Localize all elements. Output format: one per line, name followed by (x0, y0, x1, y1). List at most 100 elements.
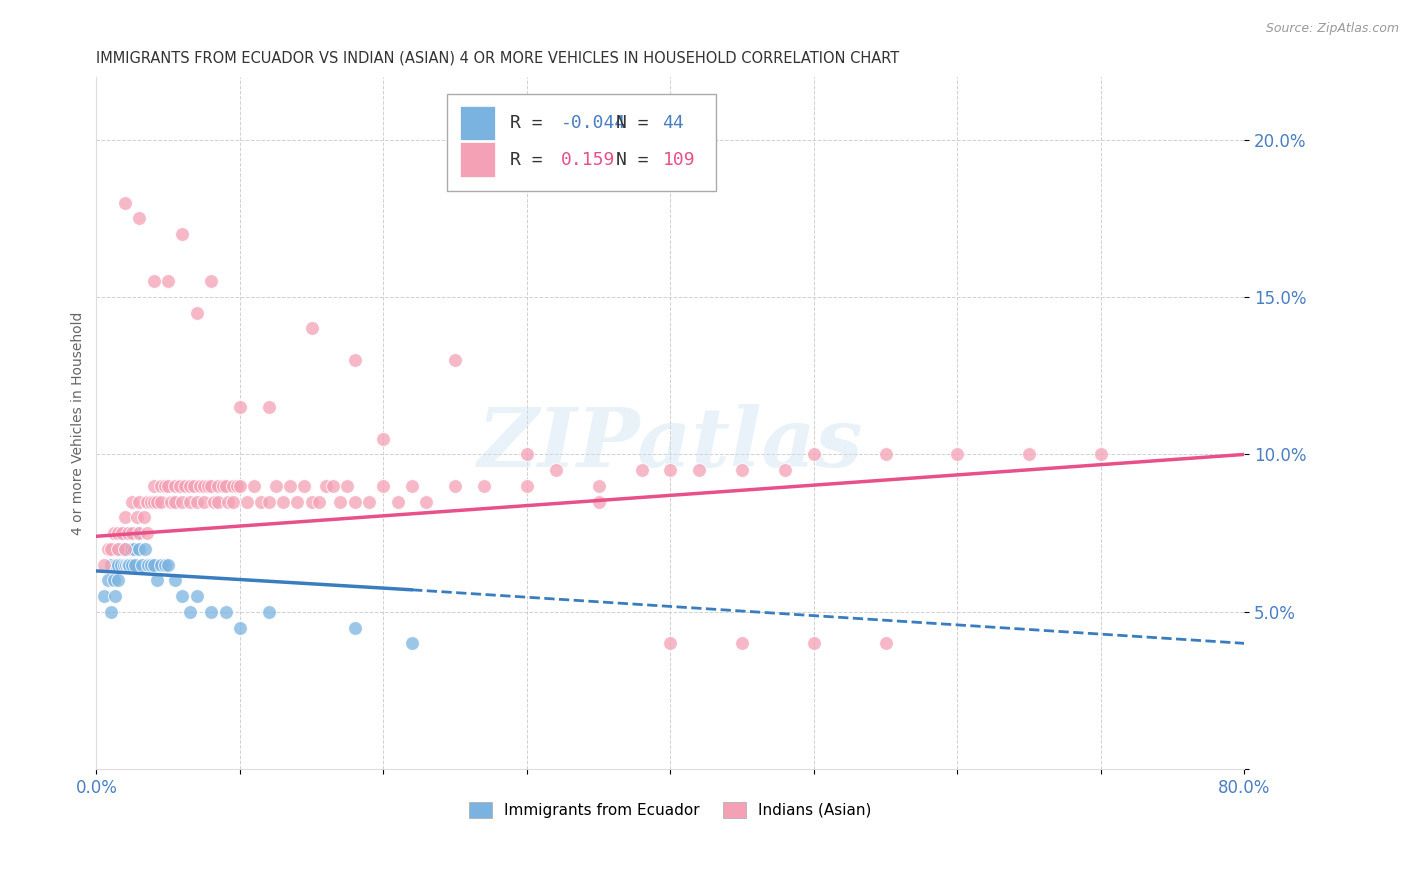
Point (444, 479, 467, 493)
Point (193, 494, 215, 508)
Point (308, 494, 330, 508)
Point (93, 558, 115, 572)
Point (107, 526, 129, 541)
Point (121, 494, 143, 508)
Point (444, 353, 467, 368)
Point (544, 463, 567, 477)
Bar (460, 143, 495, 177)
Text: N =: N = (616, 114, 659, 132)
Point (107, 574, 129, 588)
Point (100, 541, 122, 556)
Point (250, 494, 273, 508)
Point (875, 447, 897, 461)
Point (149, 558, 172, 572)
Point (100, 558, 122, 572)
Text: 44: 44 (662, 114, 685, 132)
Point (188, 479, 211, 493)
Point (142, 274, 165, 288)
Point (329, 494, 352, 508)
Point (160, 494, 183, 508)
Point (100, 605, 122, 619)
Point (111, 526, 134, 541)
Point (659, 636, 682, 650)
Point (165, 494, 187, 508)
Point (121, 558, 143, 572)
Point (1018, 447, 1040, 461)
Point (193, 479, 215, 493)
Text: R =: R = (509, 114, 553, 132)
Point (278, 479, 301, 493)
Point (172, 589, 194, 603)
Point (142, 479, 165, 493)
Point (472, 479, 495, 493)
Point (117, 558, 139, 572)
Point (257, 605, 280, 619)
Point (387, 494, 409, 508)
Point (172, 494, 194, 508)
Point (236, 494, 259, 508)
Point (149, 479, 172, 493)
Point (516, 447, 538, 461)
Text: Source: ZipAtlas.com: Source: ZipAtlas.com (1265, 22, 1399, 36)
Point (214, 605, 236, 619)
Point (157, 479, 180, 493)
Point (415, 494, 437, 508)
Point (731, 636, 754, 650)
Point (688, 463, 710, 477)
Point (174, 479, 197, 493)
Point (105, 558, 128, 572)
Point (179, 479, 201, 493)
Point (128, 211, 150, 226)
Point (136, 558, 159, 572)
Point (211, 479, 233, 493)
Point (172, 227, 194, 241)
Point (343, 494, 366, 508)
Point (103, 574, 125, 588)
Point (659, 463, 682, 477)
Point (257, 400, 280, 414)
Point (183, 479, 205, 493)
Point (114, 510, 136, 524)
Point (200, 605, 222, 619)
Point (207, 479, 229, 493)
Point (132, 510, 155, 524)
Point (773, 463, 796, 477)
Point (118, 558, 141, 572)
Point (217, 494, 239, 508)
Point (122, 541, 145, 556)
Point (114, 195, 136, 210)
Point (111, 541, 134, 556)
Point (803, 636, 825, 650)
Point (115, 558, 138, 572)
Bar (460, 105, 495, 140)
Point (373, 432, 395, 446)
Point (803, 447, 825, 461)
Point (124, 558, 146, 572)
Point (97, 541, 120, 556)
Point (139, 558, 162, 572)
Point (186, 306, 208, 320)
Point (142, 494, 165, 508)
Point (117, 526, 139, 541)
Point (134, 541, 156, 556)
Point (315, 479, 337, 493)
Point (155, 558, 177, 572)
Point (128, 494, 150, 508)
Point (322, 479, 344, 493)
Point (157, 274, 180, 288)
Point (128, 541, 150, 556)
Text: N =: N = (616, 151, 659, 169)
Point (169, 479, 191, 493)
Point (221, 494, 243, 508)
Point (114, 541, 136, 556)
Point (202, 494, 225, 508)
Text: ZIPatlas: ZIPatlas (478, 404, 863, 483)
Point (179, 605, 201, 619)
Point (112, 558, 135, 572)
Point (301, 321, 323, 335)
Point (229, 621, 252, 635)
Point (165, 479, 187, 493)
Point (401, 479, 423, 493)
Point (731, 463, 754, 477)
Point (149, 494, 172, 508)
